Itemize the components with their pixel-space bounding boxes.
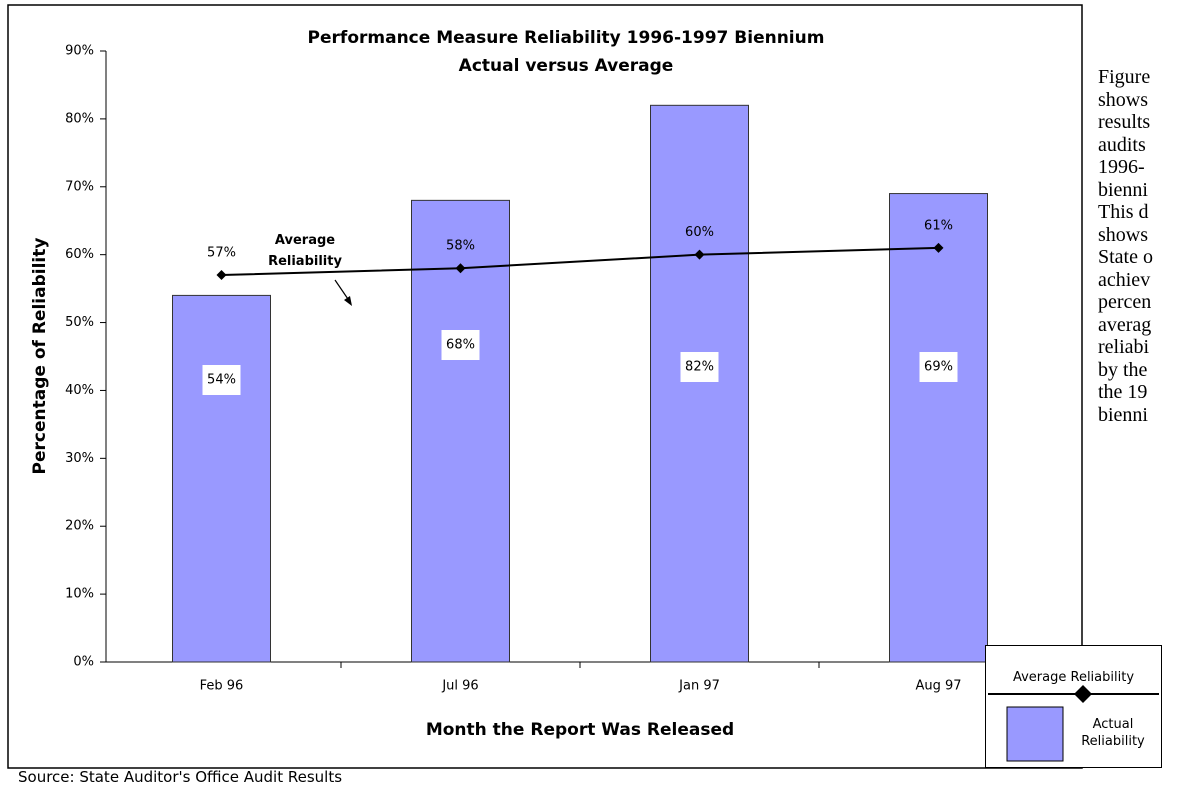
side-text-line: This d (1098, 201, 1149, 223)
side-text-line: percen (1098, 291, 1152, 313)
line-label: 58% (446, 239, 475, 254)
bar-label: 54% (207, 373, 236, 388)
x-tick-label: Feb 96 (200, 679, 244, 694)
x-tick-label: Aug 97 (915, 679, 961, 694)
side-text-line: the 19 (1098, 381, 1148, 403)
legend: Average Reliability Actual Reliability (985, 645, 1162, 768)
legend-marker (1074, 685, 1092, 703)
y-axis-label: Percentage of Reliability (30, 238, 50, 475)
bar (172, 294, 271, 663)
y-tick-label: 40% (65, 383, 94, 398)
line-marker (455, 263, 466, 274)
side-text-line: results (1098, 111, 1151, 133)
annotation-arrowhead (344, 296, 352, 306)
y-tick-label: 20% (65, 519, 94, 534)
bar (889, 193, 988, 663)
y-tick-label: 80% (65, 111, 94, 126)
side-text-line: audits (1098, 133, 1146, 156)
bar (411, 199, 510, 663)
legend-swatch (1006, 706, 1064, 762)
side-text-line: shows (1098, 223, 1149, 246)
side-text-line: shows (1098, 88, 1149, 111)
y-tick-label: 10% (65, 587, 94, 602)
line-marker (694, 249, 705, 260)
side-text-line: Figure (1098, 66, 1151, 88)
bar-label: 68% (446, 338, 475, 353)
chart-title: Performance Measure Reliability 1996-199… (308, 28, 825, 48)
side-text-line: bienni (1098, 178, 1148, 201)
x-tick-label: Jan 97 (678, 679, 720, 694)
y-tick-label: 50% (65, 315, 94, 330)
y-tick-label: 60% (65, 247, 94, 262)
legend-label: Average Reliability (1012, 670, 1135, 685)
bar-label-box (441, 330, 480, 360)
line-marker (933, 242, 944, 253)
side-text-line: reliabi (1098, 336, 1150, 358)
line-label: 61% (924, 218, 953, 233)
bar (650, 104, 749, 663)
side-text-line: bienni (1098, 403, 1148, 426)
x-tick-label: Jul 96 (441, 679, 478, 694)
side-text-line: by the (1098, 358, 1148, 381)
line (221, 246, 939, 277)
line-marker (216, 270, 227, 281)
side-text-line: 1996- (1098, 156, 1145, 178)
chart-subtitle: Actual versus Average (459, 56, 674, 76)
bar-label: 69% (924, 360, 953, 375)
bar-label-box (680, 352, 719, 382)
bar-label: 82% (685, 360, 714, 375)
y-tick-label: 0% (73, 655, 94, 670)
x-axis-label: Month the Report Was Released (426, 720, 734, 740)
annotation: Average Reliability (268, 233, 342, 269)
y-tick-label: 90% (65, 44, 94, 59)
side-text-line: averag (1098, 313, 1152, 336)
side-text-line: achiev (1098, 268, 1151, 291)
legend-swatches (988, 685, 1159, 762)
y-tick-label: 70% (65, 179, 94, 194)
y-tick-label: 30% (65, 451, 94, 466)
line-label: 57% (207, 246, 236, 261)
line-label: 60% (685, 225, 714, 240)
side-text-line: State o (1098, 246, 1153, 268)
side-text: Figure shows results audits 1996- bienni This … (1098, 66, 1184, 426)
source-note: Source: State Auditor's Office Audit Res… (18, 768, 343, 786)
bar-label-box (919, 352, 958, 382)
bar-label-box (202, 365, 241, 395)
legend-label: Actual Reliability (1081, 717, 1145, 749)
